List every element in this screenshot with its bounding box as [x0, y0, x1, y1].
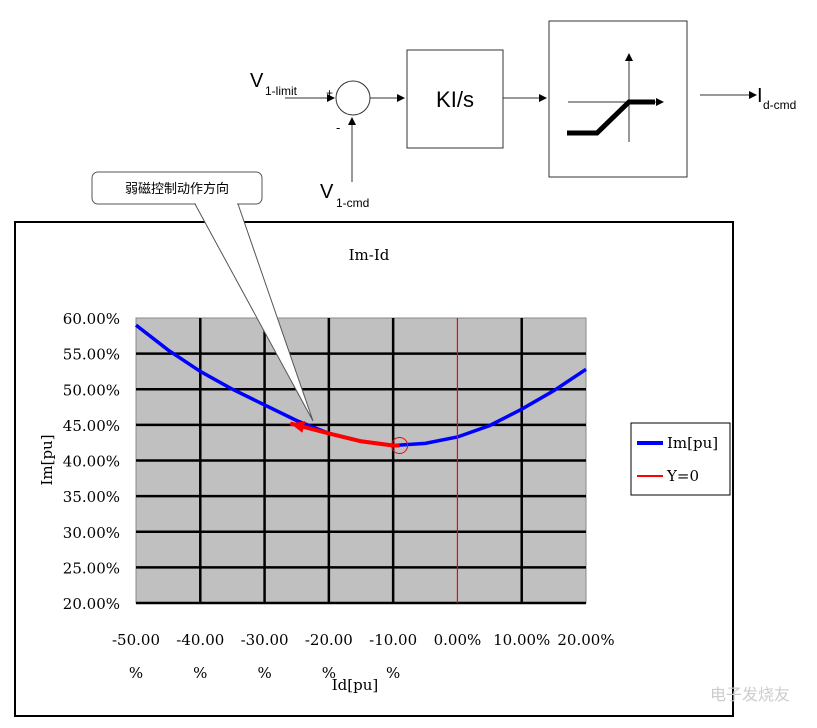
output-label: I: [757, 85, 763, 107]
output-sub: d-cmd: [763, 98, 796, 112]
limiter-curve: [567, 99, 655, 136]
integrator-label: KI/s: [436, 87, 474, 112]
y-tick-label: 25.00%: [63, 559, 120, 577]
watermark: 电子发烧友: [710, 686, 790, 704]
minus-sign: -: [336, 120, 340, 135]
x-tick-label: 0.00%: [434, 631, 482, 649]
x-tick-label: -30.00: [241, 631, 289, 649]
x-tick-unit: %: [322, 664, 336, 682]
x-tick-label: 10.00%: [493, 631, 550, 649]
grid: [136, 318, 586, 605]
input-limit-sub: 1-limit: [265, 84, 298, 98]
chart-title: Im-Id: [349, 246, 390, 264]
start-point-marker: [391, 437, 409, 455]
y-tick-label: 40.00%: [63, 453, 120, 471]
series-layer: [134, 318, 587, 603]
x-tick-unit: %: [129, 664, 143, 682]
x-tick-unit: %: [386, 664, 400, 682]
y-tick-label: 20.00%: [63, 595, 120, 613]
x-tick-label: -50.00: [112, 631, 160, 649]
y-tick-label: 30.00%: [63, 524, 120, 542]
x-axis-label: Id[pu]: [332, 676, 379, 694]
x-tick-label: -10.00: [369, 631, 417, 649]
y-tick-label: 45.00%: [63, 417, 120, 435]
callout: 弱磁控制动作方向: [91, 171, 314, 422]
x-tick-label: -40.00: [176, 631, 224, 649]
input-cmd-label: V: [320, 181, 334, 203]
y-tick-label: 55.00%: [63, 346, 120, 364]
limiter-block: [548, 20, 688, 178]
legend: Im[pu] Y=0: [630, 422, 731, 496]
y-tick-labels: 20.00% 25.00% 30.00% 35.00% 40.00% 45.00% 50.0…: [63, 310, 120, 613]
y-axis-label: Im[pu]: [38, 434, 56, 485]
x-tick-unit: %: [257, 664, 271, 682]
direction-arrowhead: [290, 421, 306, 433]
summing-junction: [335, 80, 371, 116]
x-tick-label: 20.00%: [557, 631, 614, 649]
x-tick-label: -20.00: [305, 631, 353, 649]
y-tick-label: 50.00%: [63, 381, 120, 399]
plus-sign: +: [326, 86, 333, 100]
input-limit-label: V: [250, 70, 264, 92]
callout-box: [91, 171, 263, 205]
legend-box: [630, 422, 731, 496]
legend-label-y0: Y=0: [666, 467, 699, 485]
block-diagram: V 1-limit + - V 1-cmd KI/s I d-cmd: [250, 20, 796, 210]
input-cmd-sub: 1-cmd: [336, 196, 369, 210]
legend-label-im: Im[pu]: [667, 434, 718, 452]
callout-text: 弱磁控制动作方向: [125, 181, 229, 196]
integrator-block: [406, 49, 504, 149]
x-tick-labels: -50.00% -40.00% -30.00% -20.00% -10.00% 0.00%…: [112, 631, 615, 682]
y-tick-label: 60.00%: [63, 310, 120, 328]
x-tick-unit: %: [193, 664, 207, 682]
direction-arrow: [289, 421, 400, 448]
y-tick-label: 35.00%: [63, 488, 120, 506]
